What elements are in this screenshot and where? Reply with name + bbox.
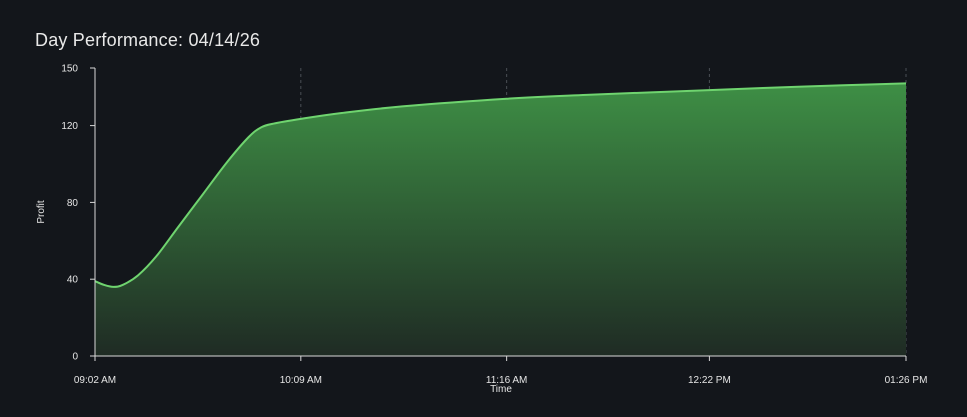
x-tick-label: 09:02 AM bbox=[74, 375, 116, 386]
y-tick-label: 80 bbox=[67, 198, 79, 209]
y-tick-label: 150 bbox=[61, 64, 78, 75]
series-line bbox=[94, 82, 907, 288]
x-axis-label: Time bbox=[490, 384, 512, 395]
area-fill bbox=[95, 83, 906, 357]
y-axis-label: Profit bbox=[36, 200, 47, 224]
y-tick-label: 40 bbox=[67, 275, 79, 286]
x-tick-label: 01:26 PM bbox=[885, 375, 928, 386]
x-tick-label: 11:16 AM bbox=[486, 375, 528, 386]
labels-layer: 0 40 80 120 150 09:02 AM 10:09 AM 11:16 AM 12:22… bbox=[36, 64, 927, 396]
y-tick-label: 120 bbox=[61, 121, 78, 132]
chart-title: Day Performance: 04/14/26 bbox=[35, 30, 261, 50]
x-tick-label: 12:22 PM bbox=[688, 375, 731, 386]
y-tick-label: 0 bbox=[72, 352, 78, 363]
x-tick-label: 10:09 AM bbox=[280, 375, 322, 386]
axes-layer bbox=[90, 67, 907, 361]
